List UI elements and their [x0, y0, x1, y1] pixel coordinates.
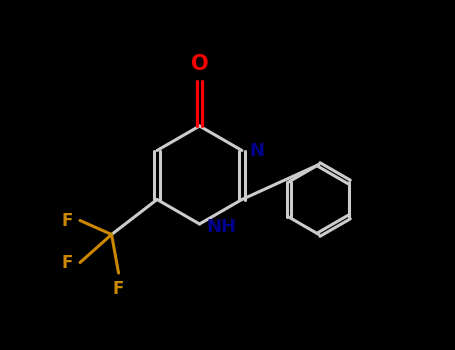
Text: N: N [249, 141, 264, 160]
Text: NH: NH [207, 218, 237, 237]
Text: F: F [62, 211, 73, 230]
Text: F: F [113, 280, 124, 298]
Text: F: F [62, 253, 73, 272]
Text: O: O [191, 54, 208, 74]
